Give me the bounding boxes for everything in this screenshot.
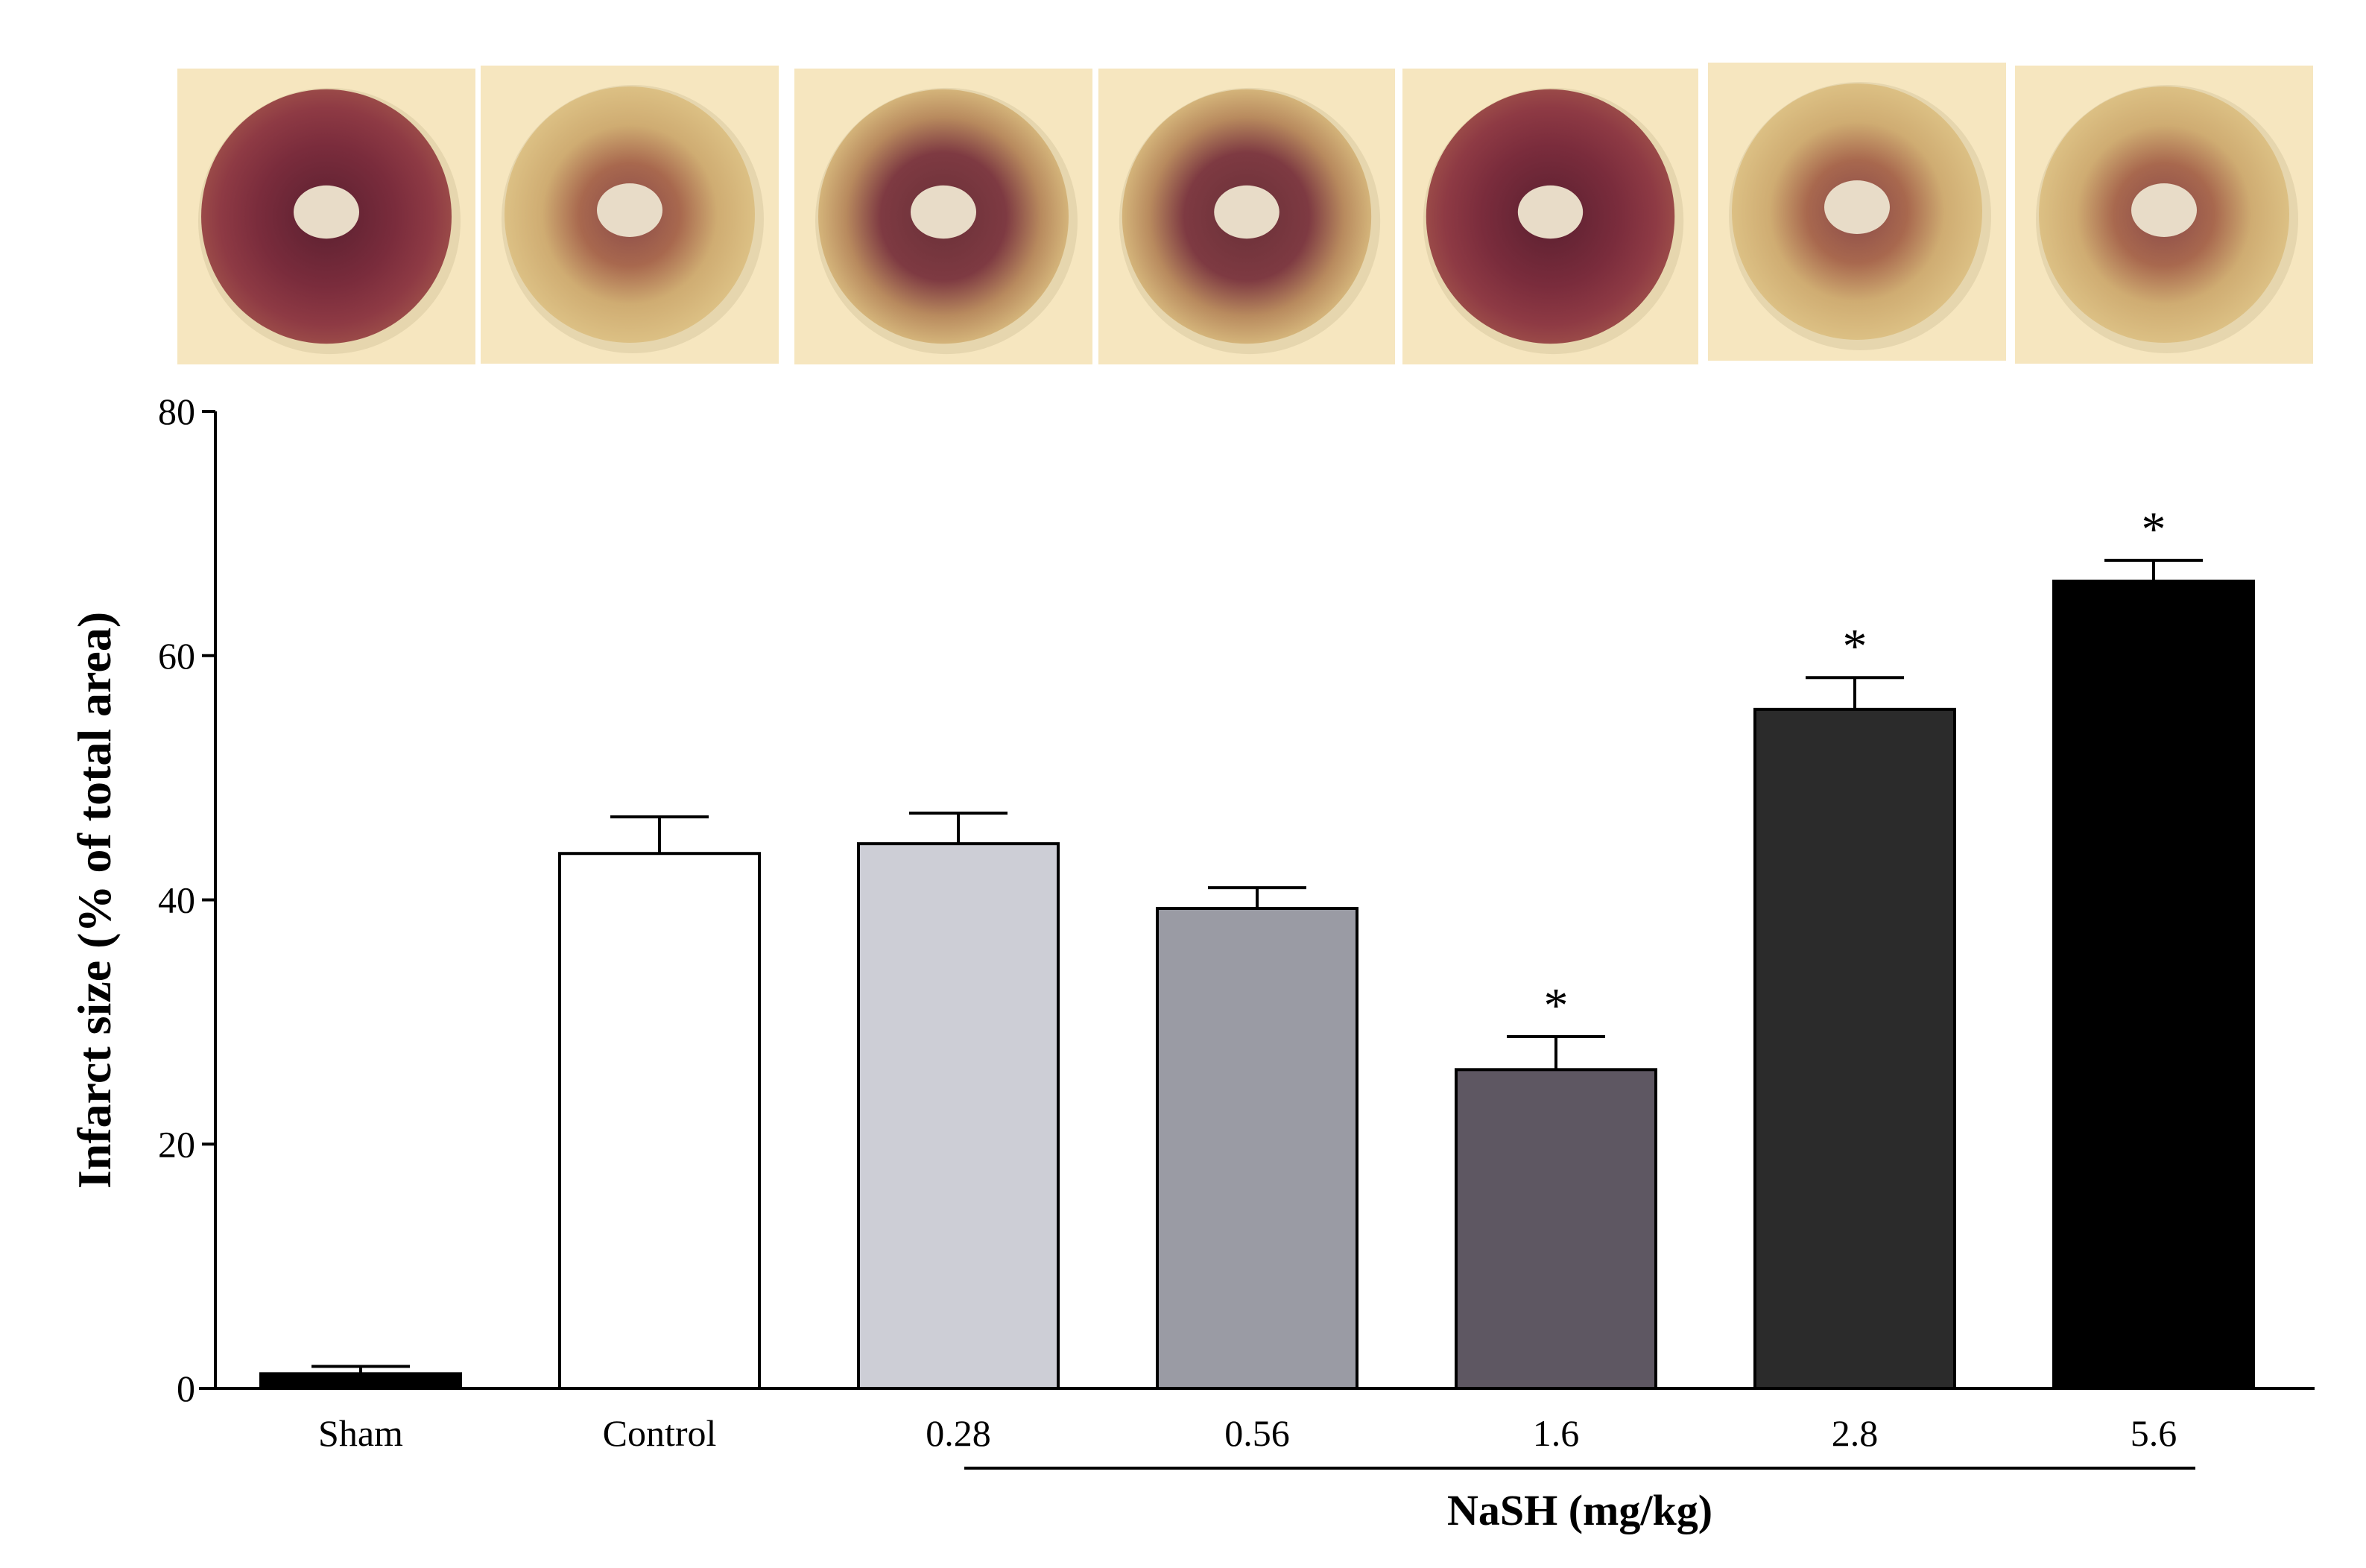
y-tick-label: 40	[158, 879, 195, 921]
heart-section-photo	[2015, 66, 2313, 364]
significance-marker: *	[2142, 502, 2166, 557]
heart-section-photo	[1402, 69, 1698, 364]
heart-lumen	[1214, 185, 1280, 239]
x-tick-label-group: Sham Control 0.28 0.56 1.6 2.8 5.6	[318, 1412, 2177, 1454]
x-tick-label: Control	[603, 1412, 717, 1454]
heart-lumen	[1517, 185, 1584, 239]
significance-marker: *	[1544, 979, 1569, 1033]
y-tick-label: 0	[177, 1368, 195, 1409]
heart-lumen	[2131, 183, 2197, 237]
x-tick-label: 1.6	[1533, 1412, 1580, 1454]
bar-0.56	[1156, 906, 1358, 1390]
y-tick-label: 60	[158, 635, 195, 677]
heart-lumen	[597, 183, 662, 237]
x-tick-label: 0.56	[1224, 1412, 1290, 1454]
heart-lumen	[1824, 180, 1890, 234]
bar-2.8	[1753, 707, 1956, 1390]
x-tick-label: Sham	[318, 1412, 403, 1454]
heart-section-photo	[177, 69, 475, 364]
bar-Sham	[259, 1372, 462, 1390]
bar-1.6	[1455, 1068, 1657, 1390]
y-tick-label: 80	[158, 391, 195, 432]
x-tick-label: 0.28	[926, 1412, 991, 1454]
y-tick-label: 20	[158, 1123, 195, 1165]
heart-section-photo	[481, 66, 779, 364]
x-tick-label: 2.8	[1832, 1412, 1879, 1454]
x-tick-label: 5.6	[2131, 1412, 2177, 1454]
heart-section-photo-strip	[177, 63, 2313, 364]
bar-Control	[558, 852, 761, 1391]
significance-marker: *	[1843, 619, 1867, 674]
y-tick-group: 0 20 40 60 80	[158, 391, 215, 1409]
group-label: NaSH (mg/kg)	[1447, 1486, 1712, 1534]
heart-lumen	[294, 185, 359, 239]
bar-group: * * *	[259, 502, 2255, 1391]
bar-0.28	[857, 842, 1060, 1391]
heart-section-photo	[1708, 63, 2006, 361]
bar-5.6	[2052, 579, 2255, 1390]
y-axis-label: Infarct size (% of total area)	[68, 612, 121, 1189]
heart-section-photo	[794, 69, 1092, 364]
heart-section-photo	[1098, 69, 1395, 364]
heart-lumen	[911, 185, 976, 239]
